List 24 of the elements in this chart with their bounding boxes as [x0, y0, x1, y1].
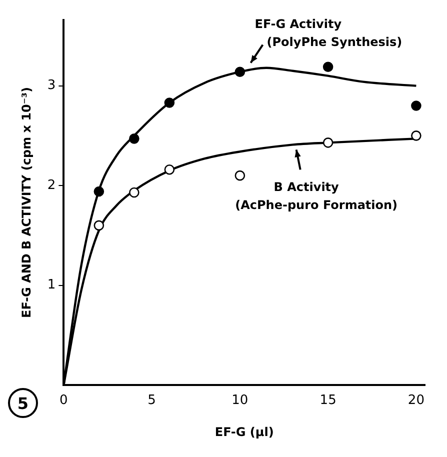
- x-tick-label: 5: [148, 393, 156, 408]
- annotation: B Activity (AcPhe-puro Formation): [235, 180, 398, 212]
- point: [129, 134, 140, 144]
- point: [322, 138, 334, 148]
- point: [234, 66, 246, 78]
- annotation: EF-G Activity (PolyPhe Synthesis): [254, 16, 402, 49]
- point: [129, 187, 140, 198]
- y-tick-label: 3: [47, 78, 56, 94]
- x-axis-title: EF-G (μl): [214, 424, 274, 439]
- point: [411, 100, 422, 111]
- x-tick-label: 15: [320, 393, 336, 408]
- y-tick-label: 2: [47, 178, 56, 193]
- y-tick-label: 1: [47, 278, 56, 293]
- x-tick-label: 0: [60, 393, 68, 408]
- point: [411, 130, 422, 141]
- point: [94, 186, 104, 197]
- point: [322, 62, 334, 72]
- x-tick-label: 10: [232, 393, 248, 408]
- point: [94, 220, 104, 231]
- y-axis-title: EF-G AND B ACTIVITY (cpm x 10⁻³): [19, 87, 34, 318]
- point: [234, 170, 246, 181]
- point: [164, 98, 175, 108]
- x-tick-label: 20: [408, 393, 424, 408]
- point: [164, 164, 175, 175]
